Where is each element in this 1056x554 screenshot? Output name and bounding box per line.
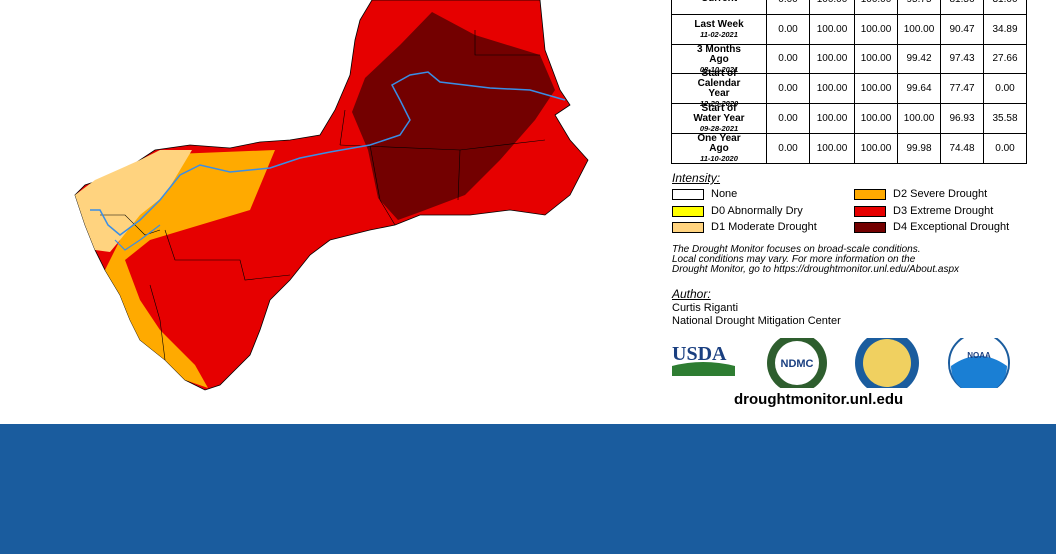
logo-usda-seal-inner [863, 339, 911, 387]
legend-swatch [672, 222, 704, 233]
logo-ndmc: NDMC [781, 358, 814, 370]
river [114, 224, 161, 251]
table-cell: 0.00 [766, 43, 810, 75]
table-cell: 100.00 [854, 0, 898, 15]
county-lines [100, 30, 546, 361]
table-cell: 100.00 [809, 103, 855, 134]
legend-swatch [672, 205, 704, 217]
table-cell: 99.42 [897, 43, 941, 75]
row-label: Start of Calendar Year [697, 68, 741, 100]
d1-region [75, 150, 192, 252]
row-header: Current [671, 0, 767, 15]
table-cell: 0.00 [766, 133, 810, 164]
table-cell: 100.00 [809, 43, 855, 75]
logo-swoosh [672, 362, 735, 376]
legend-title: Intensity: [672, 171, 721, 185]
row-date: 11-02-2021 [700, 29, 738, 39]
table-cell: 97.43 [940, 43, 984, 75]
author-heading: Author: [672, 287, 711, 301]
table-cell: 0.00 [766, 103, 810, 134]
logo-ndmc-bg [775, 341, 819, 385]
row-label: Current [689, 0, 749, 4]
note-line: Local conditions may vary. For more info… [672, 254, 916, 265]
table-cell: 81.56 [940, 0, 984, 15]
table-cell: 95.75 [897, 0, 941, 15]
row-date: 09-28-2021 [699, 124, 739, 134]
legend-swatch [854, 189, 886, 200]
row-label: Start of Water Year [693, 103, 745, 125]
river [90, 71, 566, 236]
row-header: One Year Ago 11-10-2020 [671, 133, 767, 164]
drought-map [74, 0, 589, 391]
logo-noaa: NOAA [967, 351, 991, 360]
logo-usda: USDA [672, 343, 727, 365]
table-cell: 100.00 [809, 13, 855, 45]
d2-region [105, 150, 275, 388]
d4-region [352, 12, 555, 220]
table-cell: 74.48 [940, 133, 984, 164]
row-label: One Year Ago [697, 132, 741, 154]
legend-label: D1 Moderate Drought [711, 221, 817, 233]
row-date: 11-10-2020 [700, 153, 738, 163]
table-cell: 99.98 [897, 133, 941, 164]
note: The Drought Monitor focuses on broad-sca… [672, 245, 959, 275]
legend-label: None [711, 188, 738, 200]
table-cell: 100.00 [854, 103, 898, 134]
row-header: Start of Calendar Year 12-29-2020 [671, 69, 767, 108]
table-cell: 100.00 [854, 73, 898, 105]
table-cell: 99.64 [897, 73, 941, 105]
row-header: Last Week 11-02-2021 [671, 13, 767, 45]
row-label: Last Week [694, 18, 744, 30]
row-header: Start of Water Year 09-28-2021 [671, 103, 767, 134]
author-org: National Drought Mitigation Center [672, 315, 841, 327]
legend-swatch [672, 189, 704, 200]
table-cell: 100.00 [854, 133, 898, 164]
table-cell: 90.47 [940, 13, 984, 45]
legend-swatch [854, 222, 886, 233]
row-date: 08-10-2021 [699, 64, 739, 74]
table-cell: 0.00 [766, 13, 810, 45]
table-cell: 0.00 [766, 73, 810, 105]
logos: USDA NDMC NOAA [672, 338, 1010, 388]
table-cell: 100.00 [897, 103, 941, 134]
footer-band [0, 424, 1056, 554]
legend-label: D4 Exceptional Drought [893, 221, 1010, 233]
note-line: The Drought Monitor focuses on broad-sca… [672, 244, 921, 255]
table-cell: 0.00 [983, 133, 1027, 164]
table-cell: 100.00 [809, 73, 855, 105]
row-label: 3 Months Ago [697, 43, 741, 65]
table-cell: 0.00 [983, 73, 1027, 105]
note-line: Drought Monitor, go to https://droughtmo… [672, 264, 960, 275]
table-cell: 100.00 [809, 0, 855, 15]
url: droughtmonitor.unl.edu [734, 391, 904, 408]
legend-label: D2 Severe Drought [893, 188, 988, 200]
table-cell: 0.00 [766, 0, 810, 15]
table-cell: 100.00 [897, 13, 941, 45]
table-cell: 34.89 [983, 13, 1027, 45]
legend-label: D0 Abnormally Dry [711, 204, 803, 217]
logo-noaa-wave [951, 356, 1007, 388]
table-cell: 100.00 [809, 133, 855, 164]
table-cell: 27.66 [983, 43, 1027, 75]
table-cell: 31.00 [983, 0, 1027, 15]
table-cell: 35.58 [983, 103, 1027, 134]
table-cell: 100.00 [854, 43, 898, 75]
legend-label: D3 Extreme Drought [893, 204, 994, 217]
table-cell: 77.47 [940, 73, 984, 105]
legend-swatch [854, 205, 886, 217]
author-name: Curtis Riganti [672, 302, 739, 314]
table-cell: 96.93 [940, 103, 984, 134]
table-cell: 100.00 [854, 13, 898, 45]
